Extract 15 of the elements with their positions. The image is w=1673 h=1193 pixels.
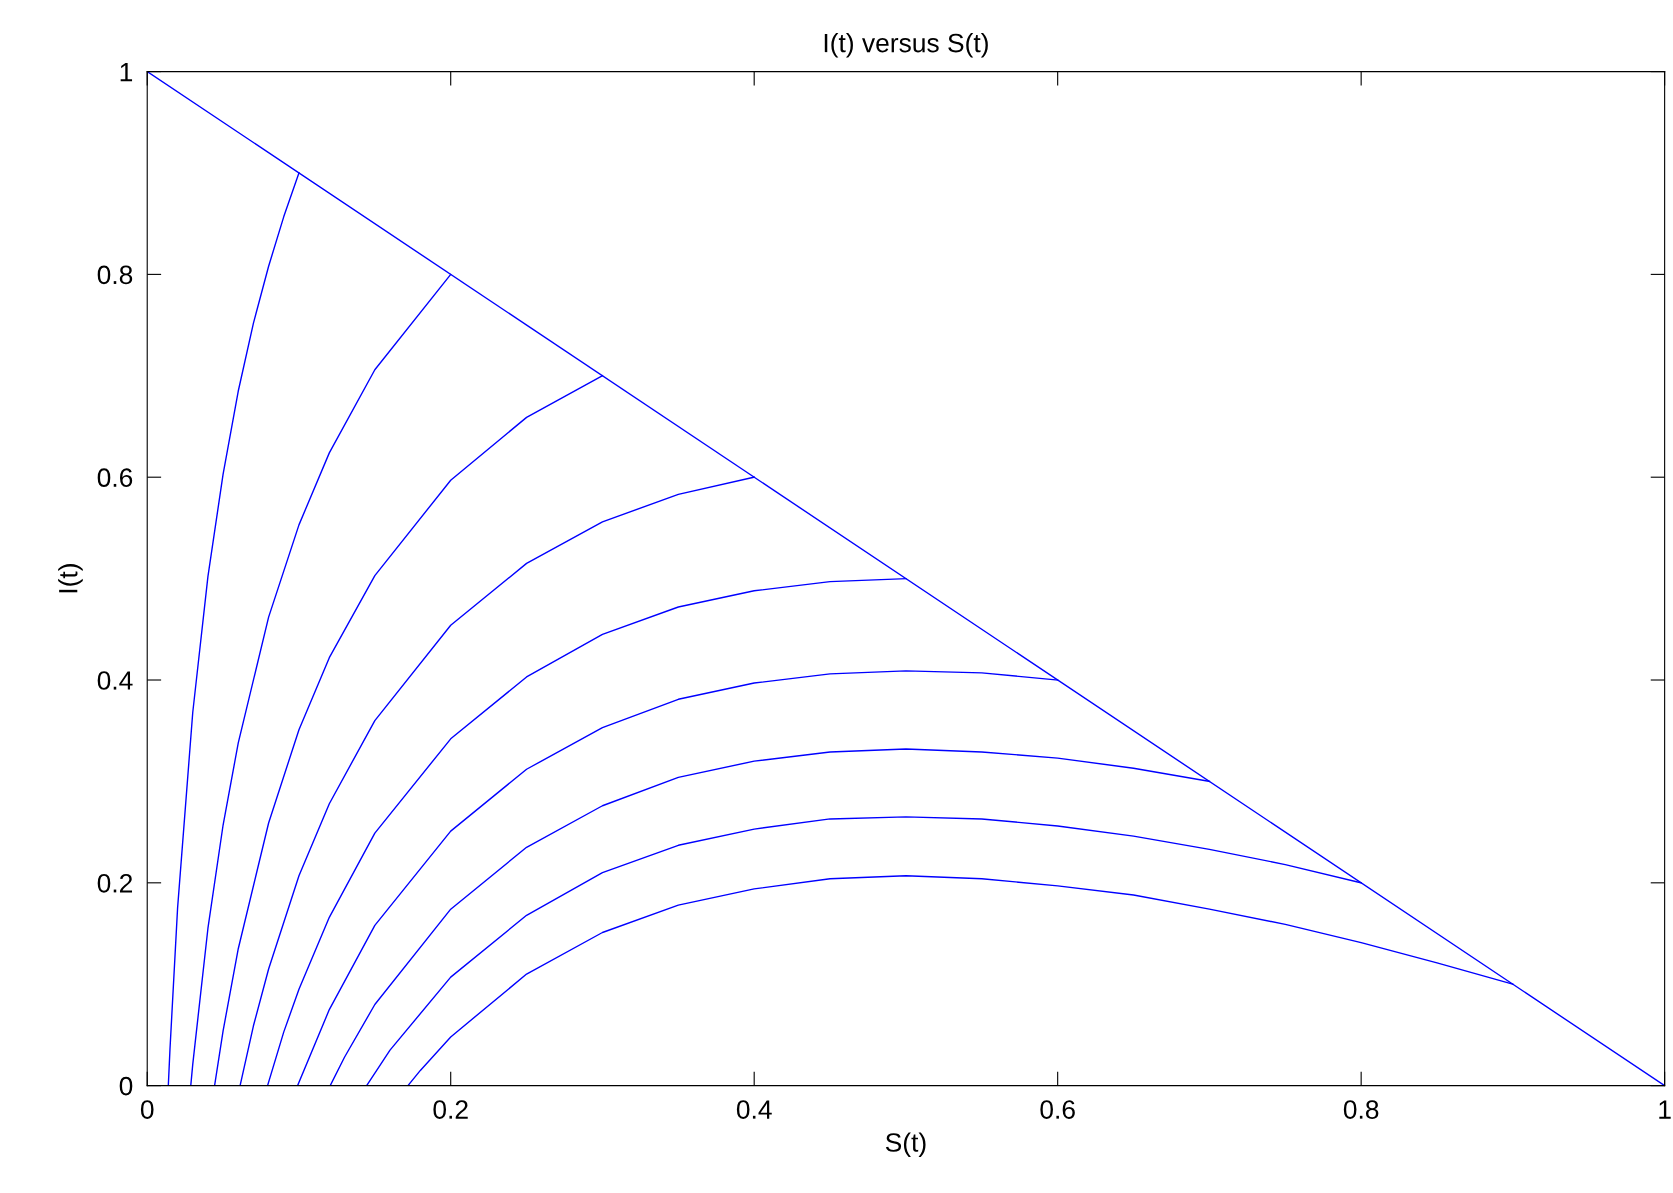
x-tick-label: 0 (140, 1100, 154, 1119)
x-tick-label: 0.4 (736, 1100, 772, 1119)
x-tick-label: 0.2 (433, 1100, 468, 1119)
y-tick-label: 1 (120, 62, 133, 82)
y-tick-label: 0 (119, 1076, 133, 1096)
y-tick-label: 0.2 (97, 873, 133, 893)
y-tick-label: 0.8 (97, 265, 133, 285)
y-axis-title: I(t) (58, 564, 83, 593)
x-axis-title: S(t) (885, 1132, 926, 1158)
x-tick-label: 0.8 (1343, 1100, 1379, 1119)
x-tick-label: 0.6 (1040, 1100, 1075, 1119)
x-tick-label: 1 (1659, 1100, 1671, 1119)
y-tick-label: 0.6 (97, 468, 133, 488)
y-tick-label: 0.4 (97, 671, 133, 690)
chart-title: I(t) versus S(t) (824, 33, 988, 58)
